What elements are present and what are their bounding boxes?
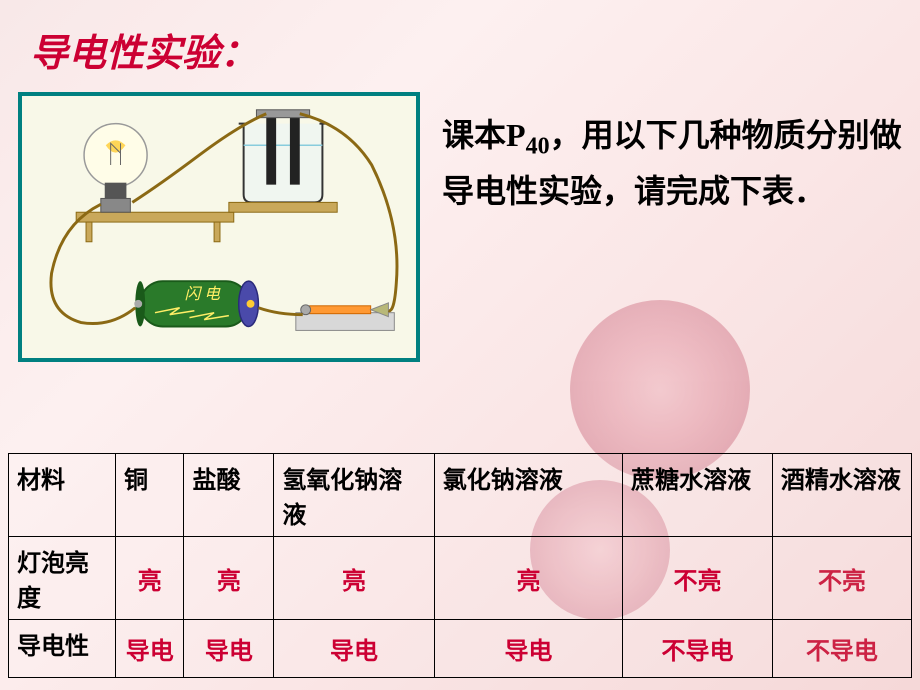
row-label-conductivity: 导电性 [9,620,116,678]
circuit-diagram: 闪 电 [18,92,420,362]
instruction-prefix: 课本P [442,117,526,153]
row-label-brightness: 灯泡亮度 [9,537,116,620]
results-table: 材料 铜 盐酸 氢氧化钠溶液 氯化钠溶液 蔗糖水溶液 酒精水溶液 灯泡亮度 亮 … [8,453,912,678]
cell-conductivity-4: 导电 [434,620,622,678]
header-material: 材料 [9,454,116,537]
cell-brightness-2: 亮 [184,537,274,620]
cell-brightness-3: 亮 [274,537,434,620]
page-number: 40 [526,133,550,159]
cell-conductivity-3: 导电 [274,620,434,678]
cell-conductivity-2: 导电 [184,620,274,678]
cell-conductivity-6: 不导电 [772,620,911,678]
table-header-row: 材料 铜 盐酸 氢氧化钠溶液 氯化钠溶液 蔗糖水溶液 酒精水溶液 [9,454,912,537]
header-col-3: 氢氧化钠溶液 [274,454,434,537]
cell-conductivity-1: 导电 [115,620,183,678]
header-col-1: 铜 [115,454,183,537]
cell-brightness-6: 不亮 [772,537,911,620]
header-col-6: 酒精水溶液 [772,454,911,537]
table-row: 导电性 导电 导电 导电 导电 不导电 不导电 [9,620,912,678]
circuit-svg: 闪 电 [22,96,416,358]
header-col-2: 盐酸 [184,454,274,537]
header-col-5: 蔗糖水溶液 [623,454,773,537]
cell-brightness-5: 不亮 [623,537,773,620]
instruction-text: 课本P40，用以下几种物质分别做导电性实验，请完成下表． [442,110,902,217]
cell-brightness-1: 亮 [115,537,183,620]
cell-brightness-4: 亮 [434,537,622,620]
battery-label: 闪 电 [185,285,222,303]
cell-conductivity-5: 不导电 [623,620,773,678]
header-col-4: 氯化钠溶液 [434,454,622,537]
page-title: 导电性实验： [30,22,258,77]
table-row: 灯泡亮度 亮 亮 亮 亮 不亮 不亮 [9,537,912,620]
